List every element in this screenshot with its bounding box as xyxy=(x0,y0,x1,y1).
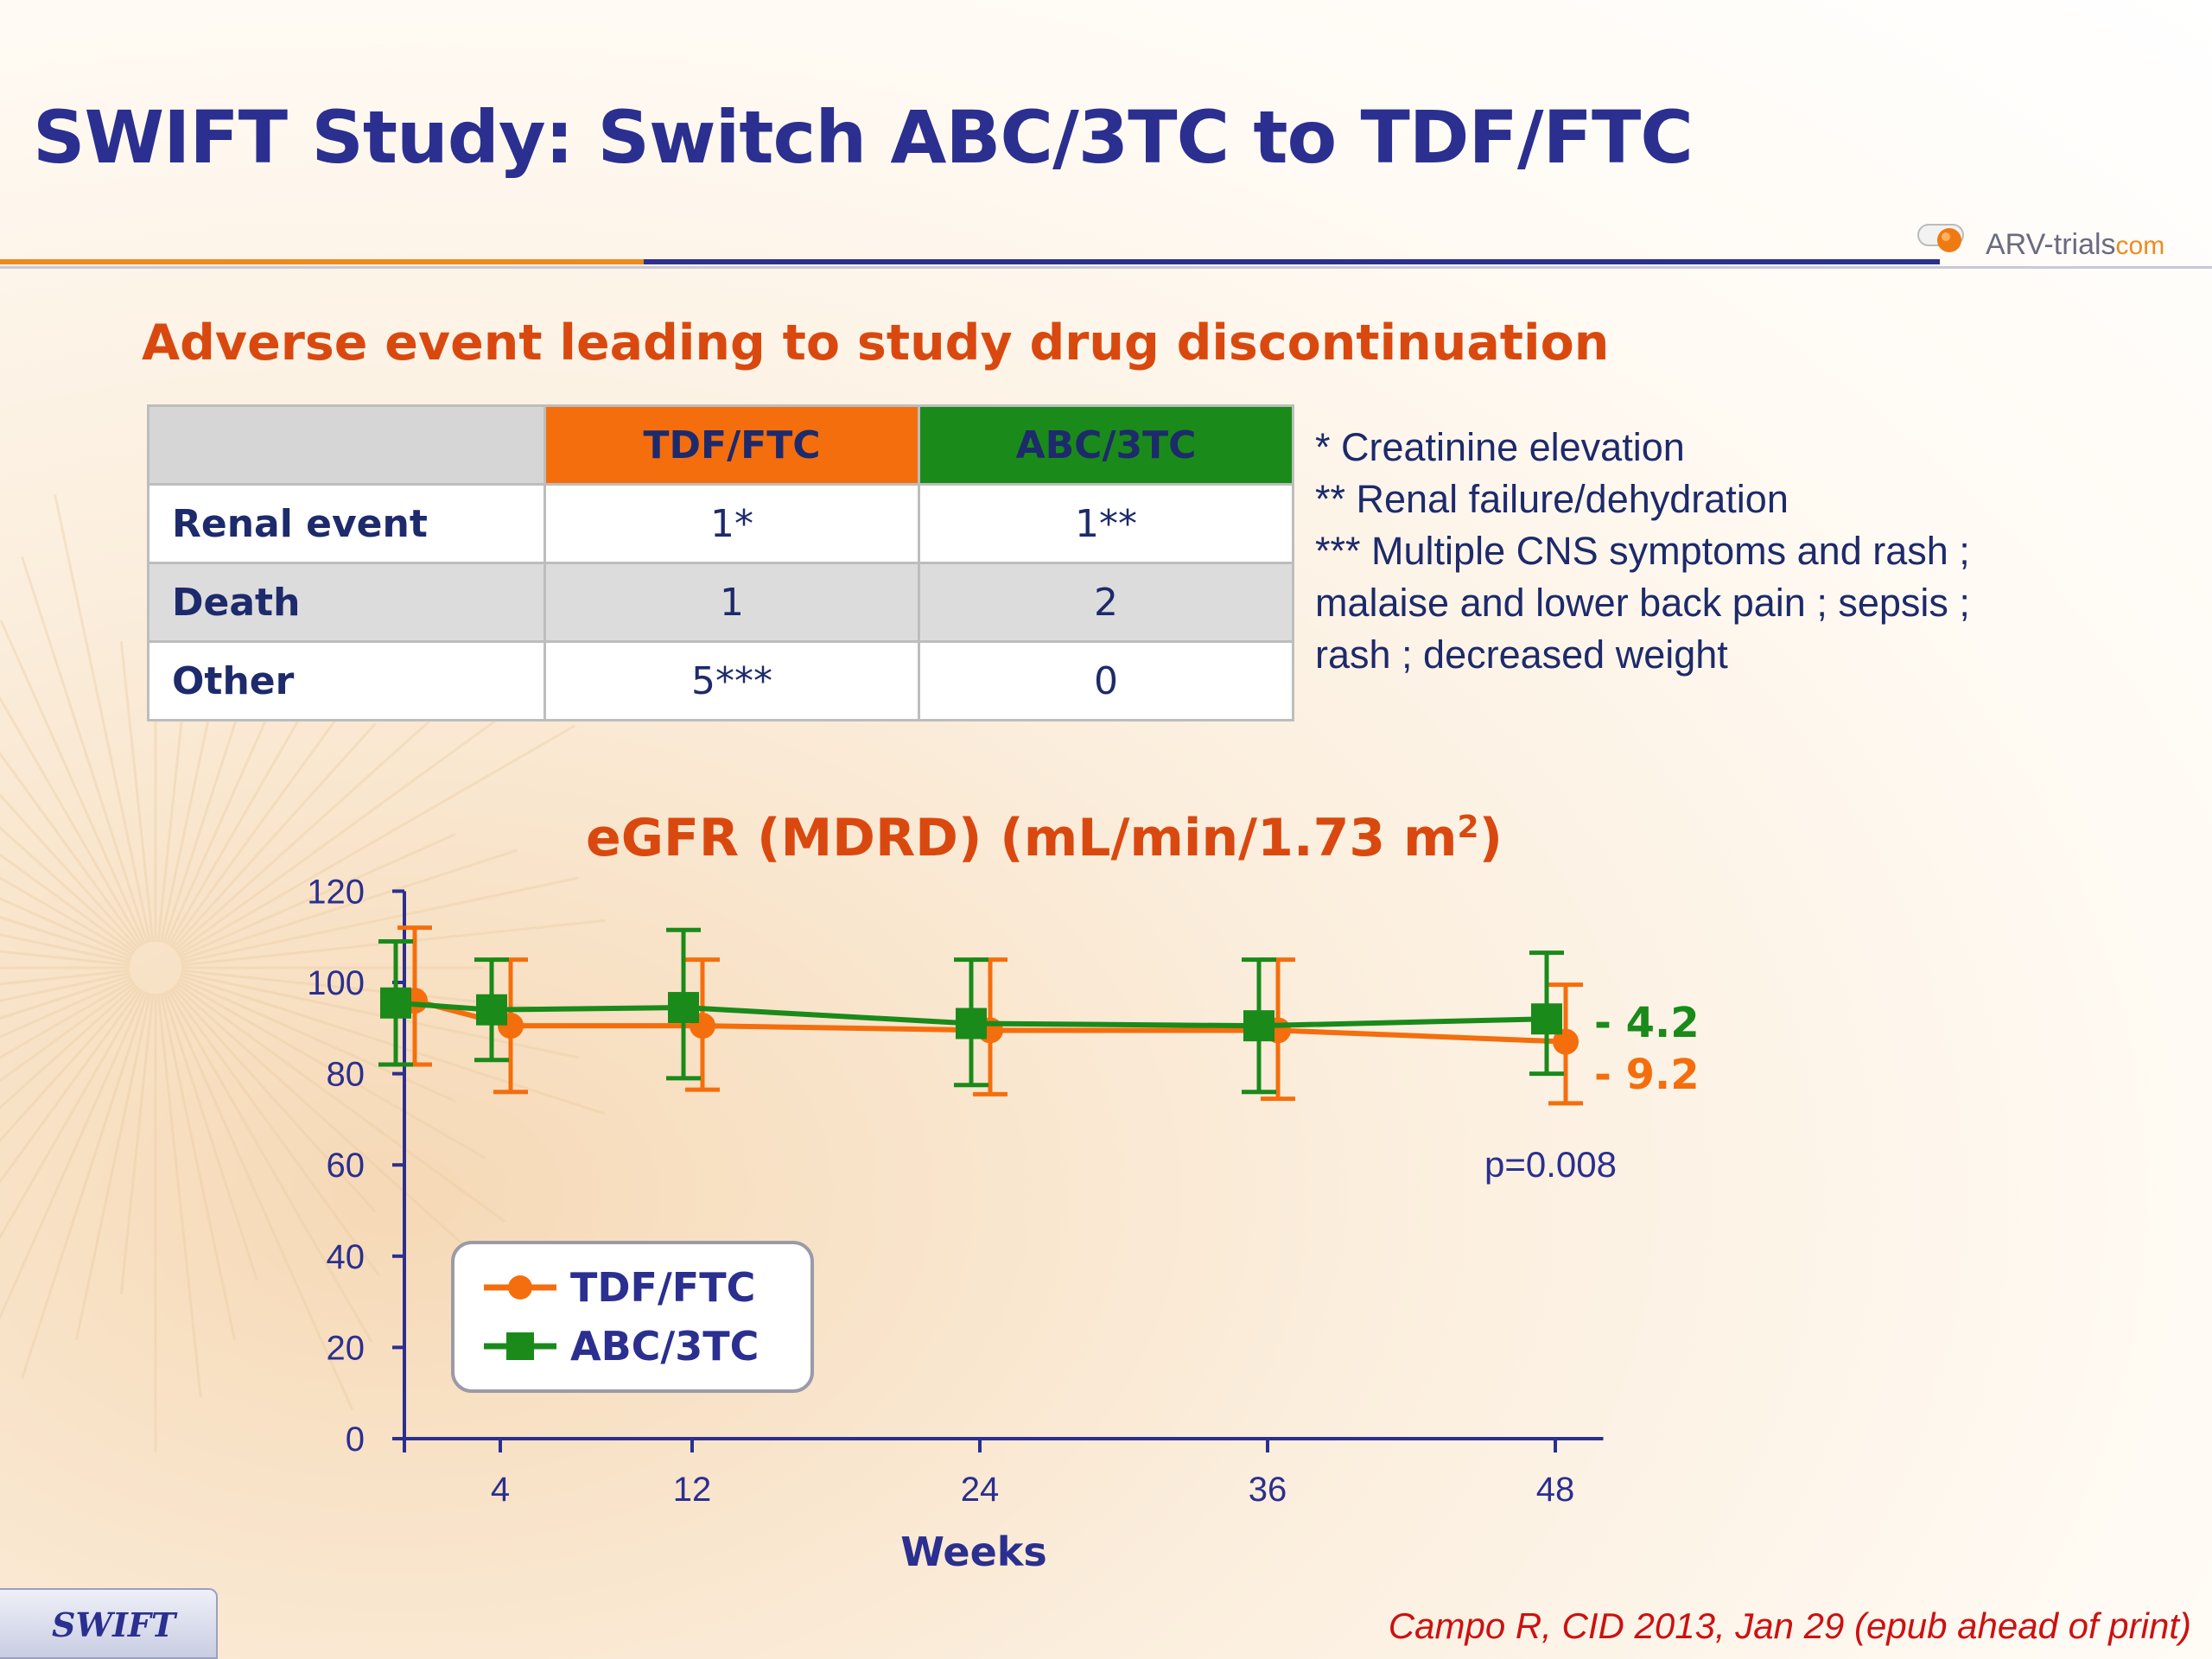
chart-title-superscript: 2 xyxy=(1457,810,1479,845)
footnote-line: rash ; decreased weight xyxy=(1315,632,1728,677)
y-tick-label: 60 xyxy=(327,1147,365,1185)
table-row: Death 1 2 xyxy=(147,562,1294,643)
data-point xyxy=(1553,1028,1579,1055)
x-tick-label: 48 xyxy=(1536,1471,1575,1509)
data-point xyxy=(1531,1003,1562,1035)
y-tick-label: 80 xyxy=(327,1056,365,1094)
chart-title-close: ) xyxy=(1478,808,1503,868)
tdf-cell: 1* xyxy=(543,483,920,564)
table-footnotes: * Creatinine elevation ** Renal failure/… xyxy=(1315,422,1970,681)
x-axis-label: Weeks xyxy=(900,1529,1046,1575)
data-point xyxy=(668,992,699,1024)
y-tick-label: 20 xyxy=(327,1329,365,1367)
data-point xyxy=(956,1007,987,1039)
arv-trials-logo: ARV-trialscom xyxy=(1916,209,2184,278)
x-tick-label: 4 xyxy=(491,1471,510,1509)
citation: Campo R, CID 2013, Jan 29 (epub ahead of… xyxy=(1388,1605,2191,1646)
row-label: Other xyxy=(147,640,546,721)
background-burst-decoration xyxy=(0,493,605,1452)
abc-cell: 0 xyxy=(918,640,1294,721)
title-divider xyxy=(0,259,2212,270)
tdf-cell: 1 xyxy=(543,562,920,643)
row-label: Renal event xyxy=(147,483,546,564)
footnote-line: * Creatinine elevation xyxy=(1315,425,1685,469)
chart-title: eGFR (MDRD) (mL/min/1.73 m2) xyxy=(586,808,1503,868)
legend-marker xyxy=(508,1275,532,1300)
data-point xyxy=(380,987,411,1019)
page-title: SWIFT Study: Switch ABC/3TC to TDF/FTC xyxy=(33,95,1694,180)
footnote-line: *** Multiple CNS symptoms and rash ; xyxy=(1315,529,1970,573)
abc-cell: 2 xyxy=(918,562,1294,643)
logo-text: ARV-trials xyxy=(1986,228,2116,261)
table-header-row: TDF/FTC ABC/3TC xyxy=(147,404,1294,486)
chart-title-text: eGFR (MDRD) (mL/min/1.73 m xyxy=(586,808,1458,868)
legend-marker xyxy=(506,1332,534,1360)
data-point xyxy=(1243,1010,1274,1042)
table-header-tdf: TDF/FTC xyxy=(543,404,920,486)
y-tick-label: 120 xyxy=(307,873,365,911)
x-tick-label: 24 xyxy=(961,1471,1000,1509)
x-tick-label: 36 xyxy=(1249,1471,1287,1509)
tdf-cell: 5*** xyxy=(543,640,920,721)
swift-tab[interactable]: SWIFT xyxy=(0,1588,218,1659)
legend-label: ABC/3TC xyxy=(570,1323,759,1370)
abc-cell: 1** xyxy=(918,483,1294,564)
series-line-abc3tc xyxy=(395,1000,1548,1029)
row-label: Death xyxy=(147,562,546,643)
y-tick-label: 40 xyxy=(327,1238,365,1276)
p-value-annotation: p=0.008 xyxy=(1484,1144,1617,1185)
x-tick-label: 12 xyxy=(673,1471,712,1509)
adverse-event-table: TDF/FTC ABC/3TC Renal event 1* 1** Death… xyxy=(147,404,1294,721)
end-label-tdf: - 9.2 xyxy=(1594,1051,1700,1099)
table-header-empty xyxy=(147,404,546,486)
logo-suffix: com xyxy=(2115,232,2165,260)
table-row: Renal event 1* 1** xyxy=(147,483,1294,564)
data-point xyxy=(476,994,507,1026)
legend-label: TDF/FTC xyxy=(570,1264,755,1311)
section-subtitle: Adverse event leading to study drug disc… xyxy=(142,315,1610,372)
footnote-line: ** Renal failure/dehydration xyxy=(1315,477,1789,521)
pill-logo-icon xyxy=(1917,224,1964,252)
legend-box xyxy=(451,1241,814,1393)
y-tick-label: 0 xyxy=(346,1421,365,1459)
end-label-abc: - 4.2 xyxy=(1594,999,1700,1047)
footnote-line: malaise and lower back pain ; sepsis ; xyxy=(1315,581,1970,625)
table-header-abc: ABC/3TC xyxy=(918,404,1294,486)
y-tick-label: 100 xyxy=(307,964,365,1002)
swift-tab-label: SWIFT xyxy=(52,1605,176,1644)
table-row: Other 5*** 0 xyxy=(147,640,1294,721)
